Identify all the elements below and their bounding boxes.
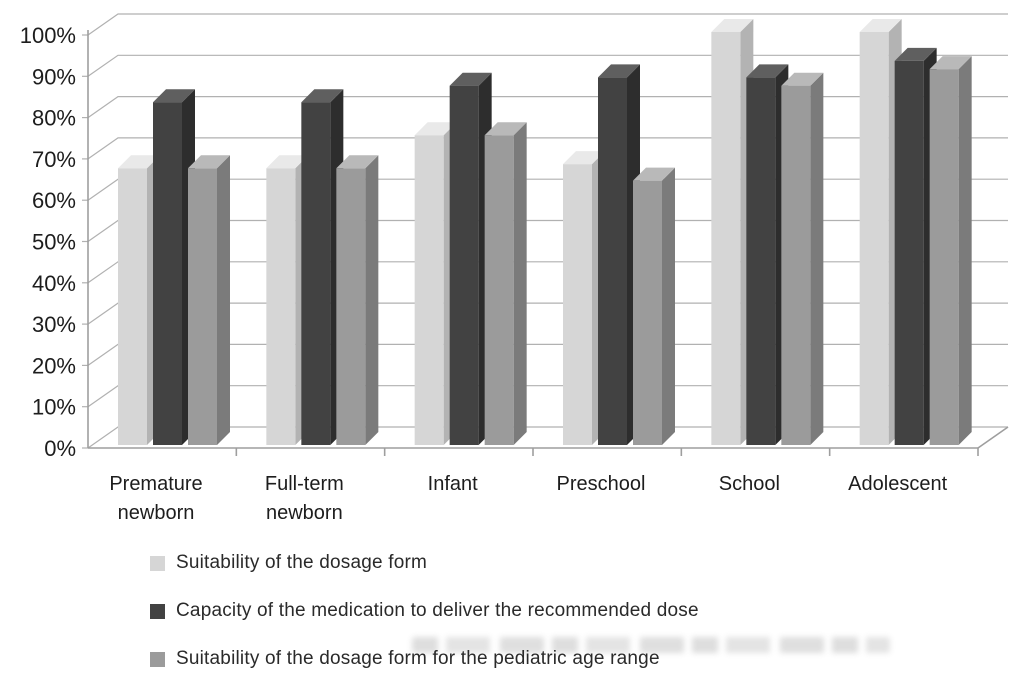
axes <box>87 30 1009 456</box>
bar-front-face <box>266 168 296 446</box>
legend-label: Suitability of the dosage form for the p… <box>176 648 660 669</box>
bar-top-face <box>929 56 972 70</box>
bar-top-face <box>153 89 195 103</box>
bar-column <box>336 155 379 446</box>
bar-column <box>484 122 527 445</box>
bar-top-face <box>336 155 379 169</box>
bars <box>118 19 972 446</box>
y-axis-tick-label: 50% <box>32 230 76 255</box>
bar-side-face <box>365 155 379 446</box>
category-label: School <box>719 473 780 495</box>
bar-front-face <box>598 77 627 446</box>
y-axis-tick-label: 80% <box>32 106 76 131</box>
bar-front-face <box>301 102 331 446</box>
bar-top-face <box>598 64 640 78</box>
bar-top-face <box>414 122 457 136</box>
bar-front-face <box>746 77 776 446</box>
bar-side-face <box>217 155 230 446</box>
category-label: Adolescent <box>848 473 947 495</box>
bar-side-face <box>810 72 824 445</box>
bar-front-face <box>894 60 924 445</box>
gridline <box>87 13 1008 36</box>
legend-swatch-series3 <box>150 651 165 667</box>
bar-top-face <box>484 122 527 136</box>
category-labels: Premature newborn Full-term newborn Infant Pr… <box>109 473 947 524</box>
y-axis-tick-label: 100% <box>20 23 76 48</box>
legend-swatch-series1 <box>150 555 165 571</box>
bar-side-face <box>958 56 972 446</box>
legend: Suitability of the dosage form Capacity … <box>150 550 699 680</box>
bar-front-face <box>414 135 444 445</box>
bar-top-face <box>266 155 309 169</box>
bar-front-face <box>781 85 811 445</box>
y-axis-tick-label: 10% <box>32 395 76 420</box>
bar-front-face <box>633 180 662 445</box>
bar-front-face <box>711 32 741 445</box>
y-axis-tick-label: 30% <box>32 312 76 337</box>
category-label: Infant <box>428 473 478 495</box>
bar-top-face <box>188 155 230 169</box>
bar-front-face <box>118 168 147 446</box>
scan-artifact-ghost-text <box>412 637 890 653</box>
bar-front-face <box>929 69 959 446</box>
y-axis-tick-label: 20% <box>32 353 76 378</box>
legend-label: Suitability of the dosage form <box>176 552 428 573</box>
legend-item: Capacity of the medication to deliver th… <box>150 598 699 624</box>
y-axis-tick-label: 90% <box>32 64 76 89</box>
bar-top-face <box>711 19 754 32</box>
legend-label: Capacity of the medication to deliver th… <box>176 600 699 621</box>
bar-side-face <box>662 167 675 445</box>
chart-area: 0% 10% 20% 30% 40% 50% 60% 70% 80% 90% 100% Prematu… <box>20 13 1009 524</box>
y-axis-tick-label: 60% <box>32 188 76 213</box>
bar-chart: 0% 10% 20% 30% 40% 50% 60% 70% 80% 90% 100% Prematu… <box>20 13 1009 524</box>
bar-front-face <box>188 168 217 446</box>
y-axis-labels: 0% 10% 20% 30% 40% 50% 60% 70% 80% 90% 100% <box>20 23 76 461</box>
legend-swatch-series2 <box>150 603 165 619</box>
bar-top-face <box>301 89 344 103</box>
bar-front-face <box>484 135 514 445</box>
y-axis-tick-label: 40% <box>32 271 76 296</box>
bar-front-face <box>563 164 592 445</box>
bar-top-face <box>781 72 824 86</box>
x-axis-depth-line <box>977 426 1009 449</box>
bar-front-face <box>449 85 479 445</box>
bar-front-face <box>336 168 366 446</box>
bar-column <box>781 72 824 445</box>
bar-top-face <box>859 19 902 32</box>
bar-top-face <box>894 47 937 61</box>
bar-column <box>633 167 675 445</box>
bar-front-face <box>859 32 889 445</box>
category-label: Preschool <box>557 473 646 495</box>
category-label: Full-term <box>265 473 344 495</box>
category-label: Premature <box>109 473 202 495</box>
bar-column <box>563 151 605 445</box>
bar-top-face <box>746 64 789 78</box>
bar-column <box>929 56 972 446</box>
legend-item: Suitability of the dosage form for the p… <box>150 646 699 672</box>
bar-top-face <box>633 167 675 181</box>
bar-front-face <box>153 102 182 446</box>
legend-item: Suitability of the dosage form <box>150 550 699 576</box>
category-label: newborn <box>266 502 343 524</box>
category-label: newborn <box>118 502 195 524</box>
y-axis-tick-label: 0% <box>44 436 76 461</box>
bar-column <box>188 155 230 446</box>
y-axis-tick-label: 70% <box>32 147 76 172</box>
bar-top-face <box>563 151 605 165</box>
bar-top-face <box>118 155 160 169</box>
bar-top-face <box>449 72 492 86</box>
bar-side-face <box>513 122 527 445</box>
